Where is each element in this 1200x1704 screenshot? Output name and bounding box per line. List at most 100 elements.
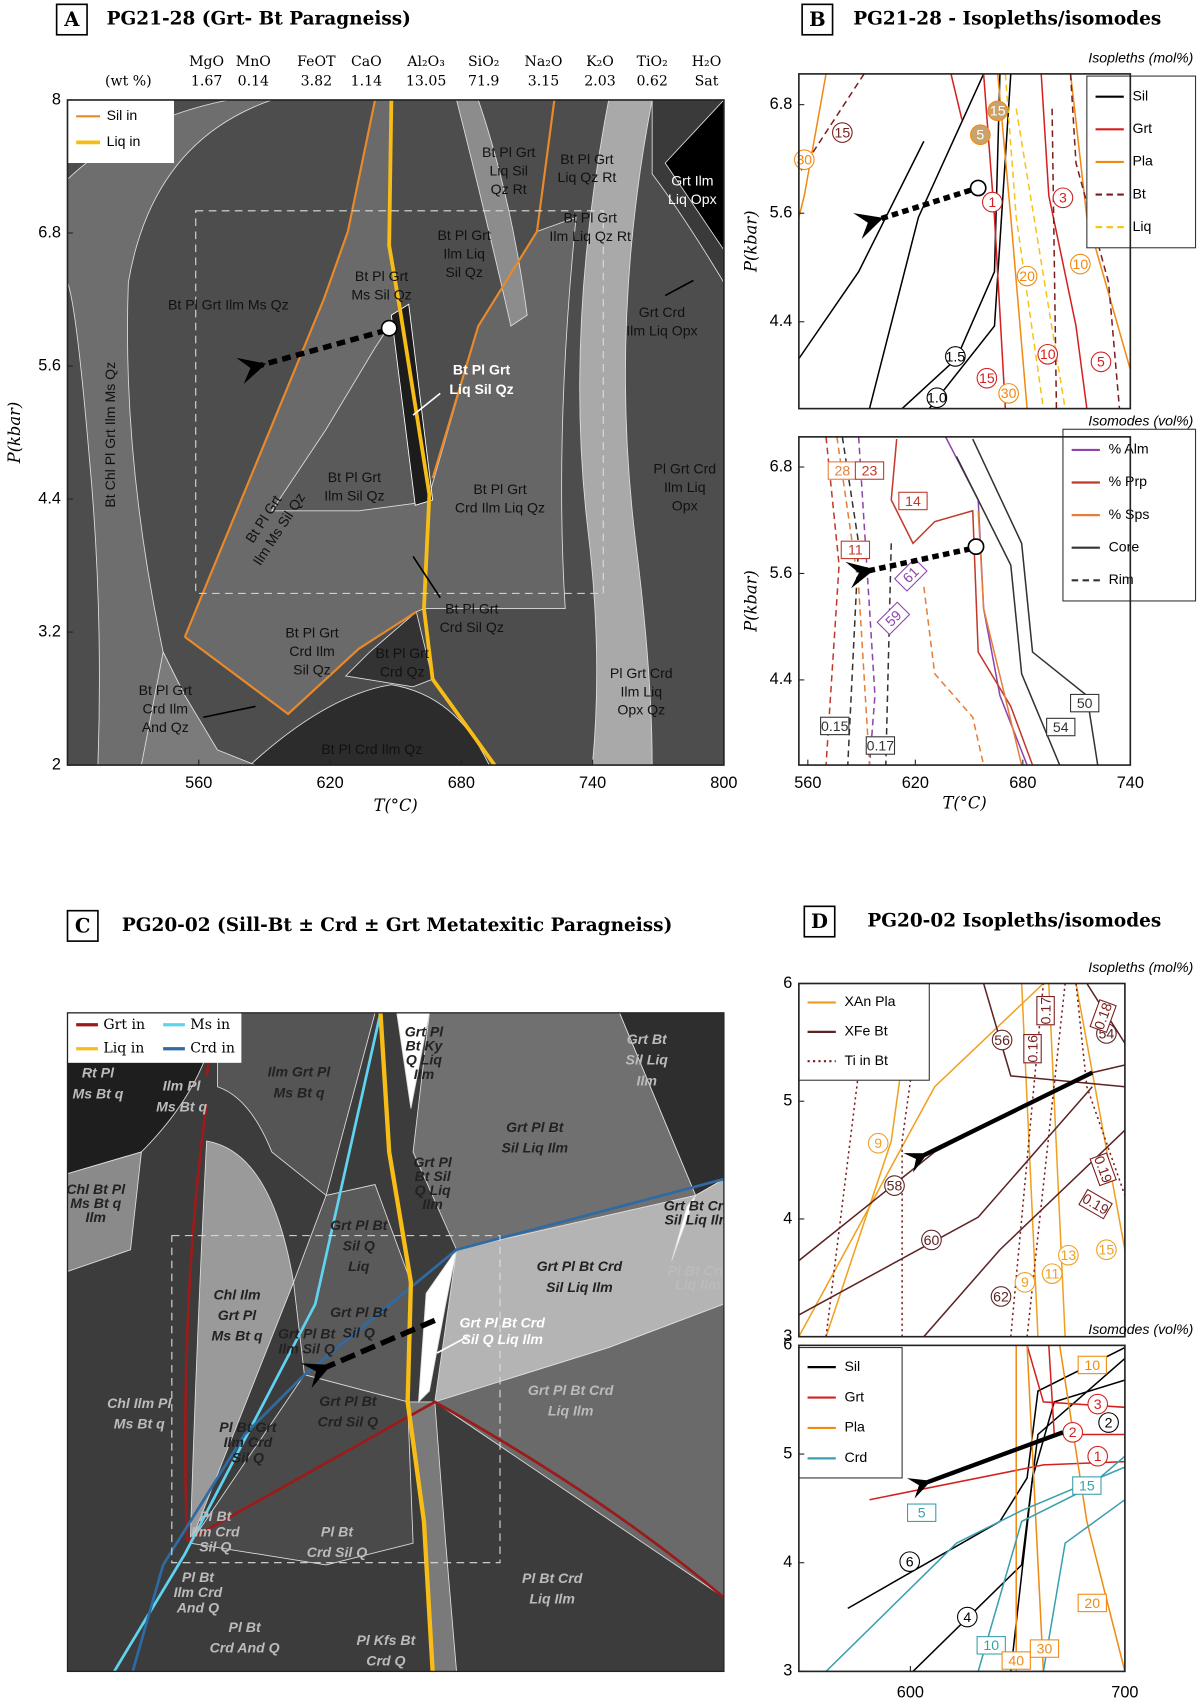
field-label: Pl Kfs Bt Crd Q <box>357 1632 417 1669</box>
x-tick-label: 620 <box>316 774 343 792</box>
isopleth-line <box>798 73 827 218</box>
isopleth-line <box>923 586 985 766</box>
path-arrow <box>300 1317 436 1389</box>
legend-label: XFe Bt <box>845 1023 888 1039</box>
contour-label-circle <box>1070 253 1091 275</box>
field-label: Bt Chl Pl Grt Ilm Ms Qz <box>102 362 118 508</box>
leader <box>664 279 694 297</box>
contour-label-circle <box>991 1029 1013 1051</box>
field-label-line: Liq Ilm <box>548 1402 593 1418</box>
legend-label: Liq in <box>107 133 141 149</box>
contour-label-circle <box>884 1175 905 1196</box>
field-label-line: Pl Bt Grt <box>219 1419 278 1435</box>
contour-label: 10 <box>1077 1355 1107 1375</box>
field-label-line: Ilm <box>422 1196 442 1212</box>
field-label: Grt Pl Bt Sil Q Liq Ilm <box>413 1154 452 1212</box>
contour-label: 13 <box>1058 1244 1079 1266</box>
field-region <box>664 99 724 251</box>
field-label: Ilm Grt Pl Ms Bt q <box>268 1063 332 1100</box>
oxide-name: SiO₂ <box>468 54 499 70</box>
x-tick-label: 560 <box>794 774 821 792</box>
isopleth-line <box>996 73 1028 409</box>
field-label-line: Bt Pl Grt <box>453 361 511 377</box>
legend-label: Crd in <box>190 1041 235 1057</box>
path-arrow <box>907 1430 1064 1499</box>
contour-label: 9 <box>1014 1272 1036 1293</box>
field-label-line: Sil Liq Ilm <box>546 1279 613 1295</box>
legend-label: Liq in <box>103 1041 144 1057</box>
field-label: Bt Pl Grt Ms Sil Qz <box>351 268 411 302</box>
field-label: Bt Pl Grt Liq Sil Qz Rt <box>482 144 535 197</box>
field-label: Grt Crd Ilm Liq Opx <box>626 304 697 338</box>
y-tick-label: 6.8 <box>38 223 61 241</box>
contour-label-circle <box>1098 1412 1119 1433</box>
oxide-value: 2.03 <box>584 74 615 90</box>
field-label-line: Bt Pl Grt <box>355 268 408 284</box>
plot-area: Bt Pl Grt Ilm Ms Qz Bt Chl Pl Grt Ilm Ms … <box>67 99 724 766</box>
contour-label-box <box>976 1636 1006 1655</box>
y-tick-label: 3.2 <box>38 622 61 640</box>
contour-label-text: 20 <box>1084 1595 1100 1611</box>
contour-label-text: 11 <box>848 542 863 558</box>
field-label-line: Pl Bt <box>182 1569 215 1585</box>
field-label-line: Liq Opx <box>668 191 717 207</box>
contour-label: 6 <box>899 1551 921 1572</box>
field-label: Grt Pl Bt Crd Sil Q <box>318 1393 378 1430</box>
subtitle: Isomodes (vol%) <box>1088 1321 1193 1337</box>
leader <box>436 1335 468 1354</box>
contour-label-text: 30 <box>1037 1640 1053 1656</box>
reaction-line <box>431 99 556 479</box>
field-label-line: Grt Pl Bt Crd <box>537 1258 623 1274</box>
reaction-line <box>186 1400 724 1599</box>
field-label: Rt Pl Ms Bt q <box>72 1064 123 1101</box>
field-label: Grt Ilm Liq Opx <box>668 172 717 206</box>
contour-label: 5 <box>970 124 991 146</box>
contour-label: 15 <box>976 367 998 389</box>
contour-label-text: 1 <box>988 194 996 210</box>
oxide-value: 13.05 <box>406 74 446 90</box>
oxide-value: Sat <box>695 74 719 90</box>
contour-label: 61 <box>893 557 928 592</box>
leader <box>203 705 256 719</box>
contour-label-box <box>893 557 928 592</box>
isopleth-line <box>1069 73 1121 409</box>
isopleth-line <box>798 1086 1093 1316</box>
isopleth-line <box>836 436 871 766</box>
field-label-line: Grt Crd <box>639 304 685 320</box>
contour-label-text: 10 <box>983 1637 999 1653</box>
field-label-line: Bt Pl Grt <box>564 209 617 225</box>
field-label: Grt Bt Crd Sil Liq Ilm <box>664 1197 733 1227</box>
contour-label-text: 0.17 <box>867 737 895 753</box>
oxide-value: 0.62 <box>636 74 667 90</box>
contour-label-text: 0.17 <box>1037 997 1053 1025</box>
isopleth-line <box>1042 1499 1125 1672</box>
field-label-line: Ilm Crd <box>174 1584 223 1600</box>
field-label-line: Grt Pl <box>413 1154 452 1170</box>
field-label-line: Pl Bt <box>321 1523 354 1539</box>
contour-label: 20 <box>1077 1593 1107 1613</box>
contour-label-circle <box>998 383 1019 404</box>
field-label: Pl Bt Grt Ilm Crd Sil Q <box>219 1419 278 1465</box>
legend-label: XAn Pla <box>845 993 896 1009</box>
field-label-line: Liq Qz Rt <box>558 169 617 185</box>
isopleth-line <box>1040 73 1088 409</box>
contour-label: 14 <box>898 491 928 511</box>
isopleth-line <box>885 543 893 766</box>
contour-label-box <box>820 716 850 736</box>
contour-label-text: 11 <box>1045 1265 1060 1281</box>
oxide-name: Al₂O₃ <box>406 54 445 70</box>
field-label-line: Opx Qz <box>617 701 665 717</box>
contour-label-text: 9 <box>1021 1274 1029 1290</box>
contour-label-text: 5 <box>918 1505 926 1521</box>
field-label-line: Grt Pl Bt <box>506 1119 565 1135</box>
isopleth-line <box>977 1455 1125 1672</box>
contour-label-circle <box>1087 1445 1109 1467</box>
field-label-line: Chl Ilm <box>214 1286 261 1302</box>
field-label-line: Liq Ilm <box>675 1276 720 1292</box>
oxide-value: 3.82 <box>301 74 332 90</box>
contour-label-box <box>854 461 885 480</box>
isopleth-line <box>977 510 1023 766</box>
field-label-line: Ilm <box>86 1209 106 1225</box>
contour-label: 0.17 <box>1036 995 1055 1026</box>
contour-label-box <box>1023 1034 1042 1064</box>
